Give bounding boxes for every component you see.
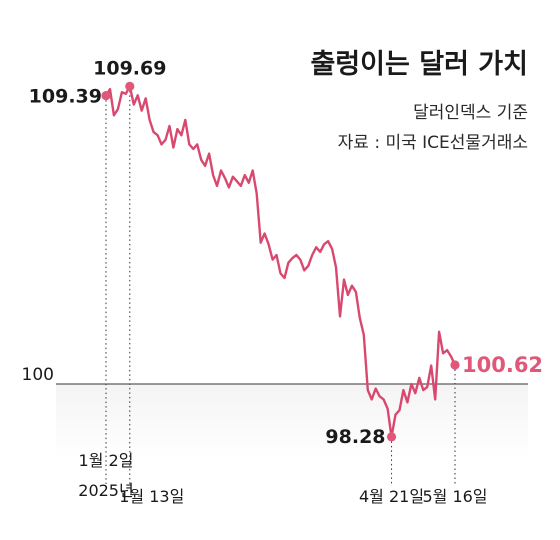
value-label: 98.28 (325, 426, 385, 448)
date-label: 5월 16일 (422, 487, 487, 506)
reference-line-label: 100 (22, 365, 54, 385)
chart-subtitle: 달러인덱스 기준 (413, 103, 528, 123)
annotation-marker (450, 360, 460, 370)
date-label: 1월 13일 (119, 487, 184, 506)
annotation-guides (105, 86, 456, 484)
date-label: 4월 21일 (359, 487, 424, 506)
below-100-shaded-area (56, 384, 528, 460)
annotation-labels: 109.39 1월 2일 2025년 109.69 1월 13일 98.28 4월 21일 1… (29, 57, 543, 506)
annotation-marker (386, 432, 397, 442)
date-label: 2025년 (78, 481, 133, 500)
value-label: 109.39 (29, 86, 102, 108)
annotation-markers (101, 81, 460, 442)
series-line-dollar-index (104, 85, 457, 438)
value-label: 100.62 (462, 353, 543, 377)
value-label: 109.69 (93, 57, 166, 79)
chart-title: 출렁이는 달러 가치 (310, 49, 528, 80)
chart-source: 자료 : 미국 ICE선물거래소 (338, 133, 528, 153)
annotation-marker (101, 90, 111, 101)
date-label: 1월 2일 (79, 451, 134, 470)
annotation-marker (125, 81, 135, 91)
